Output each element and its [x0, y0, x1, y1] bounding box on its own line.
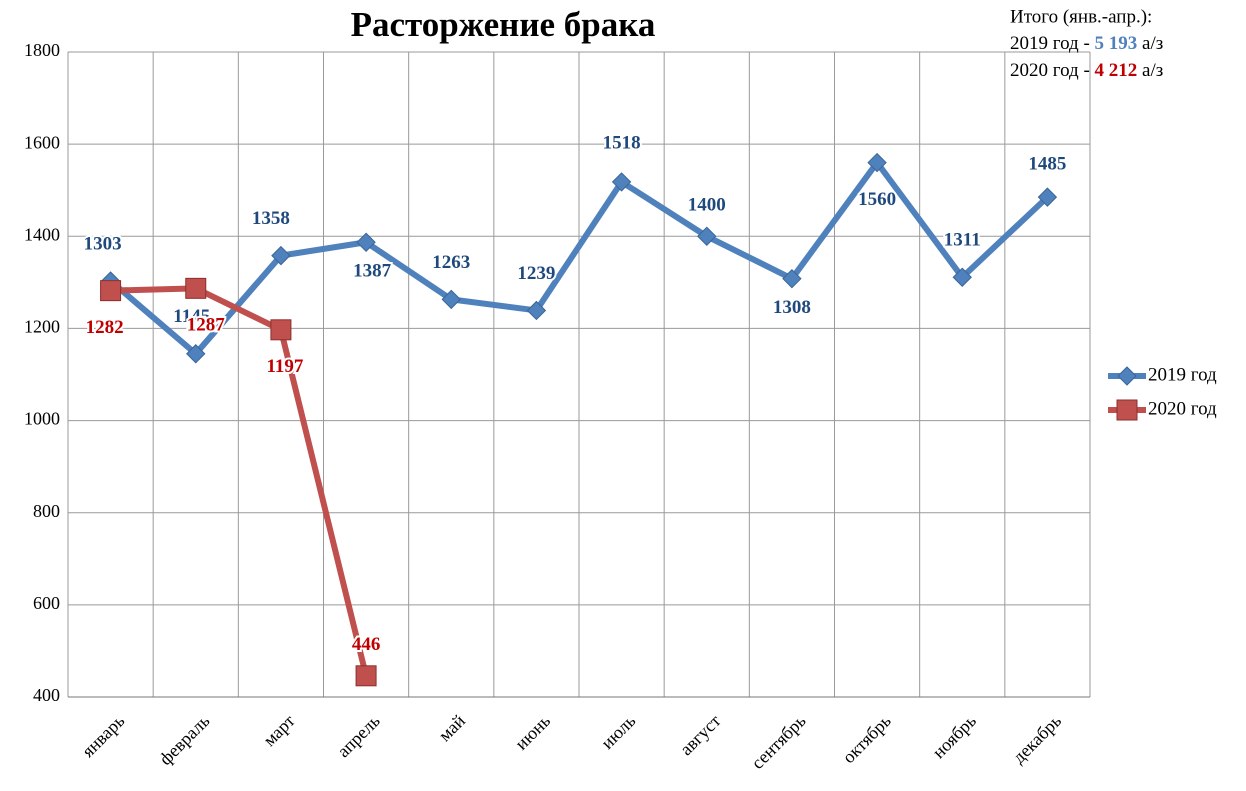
x-tick-label: март	[259, 711, 299, 751]
data-label: 1282	[86, 317, 124, 338]
marker	[185, 277, 207, 299]
x-tick-label: май	[434, 710, 469, 745]
x-tick-label: февраль	[155, 711, 213, 769]
marker	[697, 226, 717, 246]
marker	[611, 172, 632, 192]
annotation-total: 5 193	[1095, 33, 1138, 54]
y-tick-label: 1400	[24, 224, 60, 244]
data-label: 446	[352, 634, 381, 655]
data-label: 1239	[517, 263, 555, 284]
data-label: 1311	[944, 230, 981, 251]
y-tick-label: 400	[33, 685, 60, 705]
marker	[782, 268, 802, 289]
data-label: 1518	[603, 132, 641, 153]
y-tick-label: 1000	[24, 409, 60, 429]
marker	[867, 152, 887, 173]
annotation-label: 2020 год -	[1010, 60, 1090, 81]
marker	[952, 267, 972, 287]
y-tick-label: 1800	[24, 40, 60, 60]
x-tick-label: август	[676, 711, 725, 760]
legend-label: 2020 год	[1148, 398, 1217, 419]
marker	[271, 245, 291, 266]
y-tick-label: 600	[33, 593, 60, 613]
annotation-label: 2019 год -	[1010, 33, 1090, 54]
data-label: 1387	[353, 261, 392, 282]
marker	[526, 300, 547, 321]
data-label: 1145	[173, 306, 210, 327]
marker	[100, 280, 122, 302]
x-tick-label: июнь	[511, 711, 554, 754]
x-tick-label: апрель	[333, 711, 384, 762]
data-label: 1263	[432, 252, 470, 273]
x-tick-label: июль	[597, 711, 639, 753]
marker	[1037, 187, 1058, 207]
annotation-unit: а/з	[1142, 60, 1163, 81]
legend-marker	[1116, 399, 1138, 421]
x-tick-label: сентябрь	[747, 711, 809, 773]
x-tick-label: октябрь	[838, 711, 894, 767]
marker	[356, 232, 376, 252]
annotation-unit: а/з	[1142, 33, 1163, 54]
data-label: 1358	[252, 208, 290, 229]
series-line	[110, 285, 369, 677]
annotation-title: Итого (янв.-апр.):	[1010, 6, 1152, 27]
annotation-total: 4 212	[1095, 60, 1138, 81]
x-tick-label: ноябрь	[928, 711, 980, 763]
data-label: 1308	[773, 297, 811, 318]
legend-label: 2019 год	[1148, 364, 1217, 385]
marker	[270, 319, 292, 341]
legend-marker	[1117, 366, 1137, 386]
data-label: 1485	[1028, 153, 1066, 174]
marker	[186, 344, 206, 364]
data-label: 1560	[858, 189, 896, 210]
data-label: 1303	[84, 233, 122, 254]
data-label: 1197	[266, 356, 303, 377]
x-tick-label: январь	[78, 711, 128, 761]
annotation-line: 2019 год - 5 193 а/з	[1010, 33, 1163, 54]
x-tick-label: декабрь	[1009, 711, 1066, 768]
chart-title: Расторжение брака	[351, 5, 656, 44]
marker	[441, 289, 461, 310]
y-tick-label: 1600	[24, 132, 60, 152]
annotation-line: 2020 год - 4 212 а/з	[1010, 60, 1163, 81]
series-line	[108, 159, 1050, 357]
marker	[355, 665, 377, 687]
data-label: 1400	[688, 195, 726, 216]
y-tick-label: 800	[33, 501, 60, 521]
y-tick-label: 1200	[24, 317, 60, 337]
data-label: 1287	[187, 315, 226, 336]
